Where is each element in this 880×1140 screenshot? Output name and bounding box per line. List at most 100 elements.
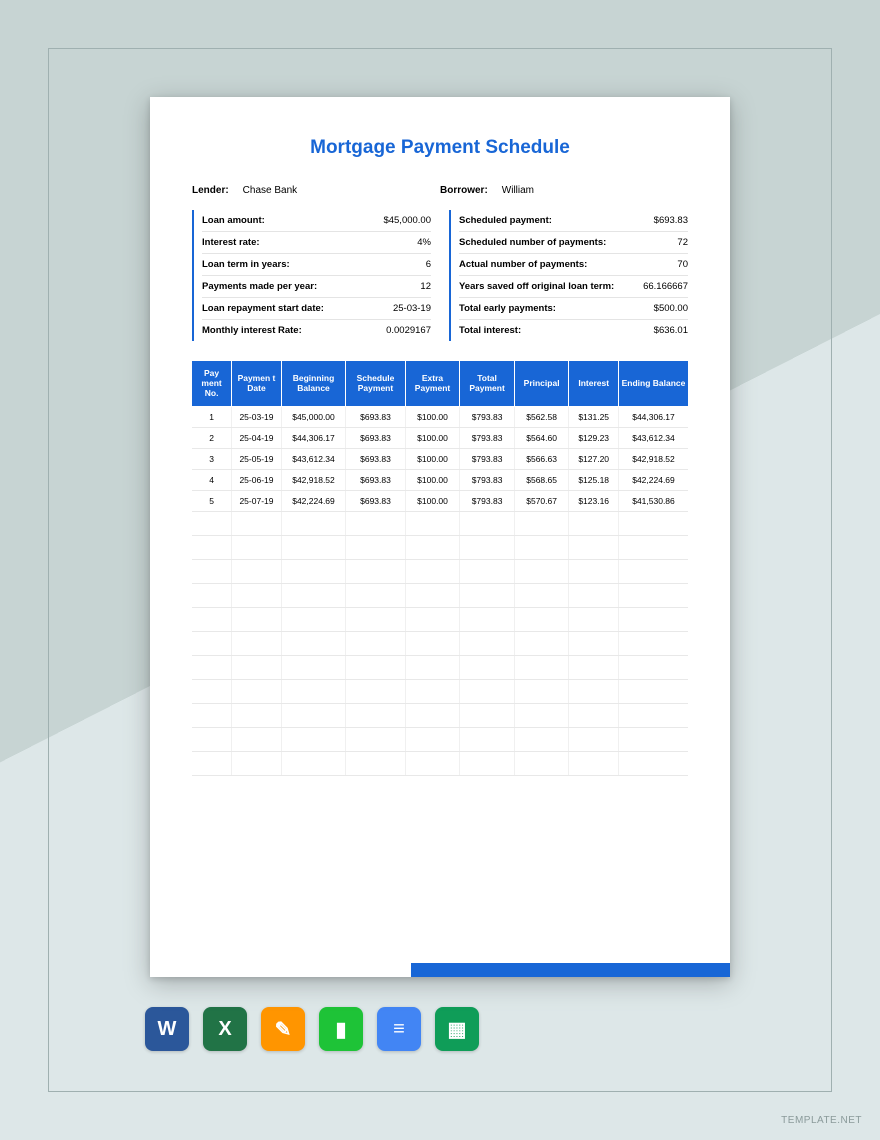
table-cell — [460, 583, 515, 607]
table-cell — [346, 655, 406, 679]
table-cell — [618, 511, 688, 535]
table-cell — [618, 679, 688, 703]
table-cell — [569, 679, 619, 703]
table-cell: 25-03-19 — [232, 406, 282, 427]
table-cell — [281, 535, 345, 559]
table-row: 125-03-19$45,000.00$693.83$100.00$793.83… — [192, 406, 688, 427]
table-cell — [514, 511, 569, 535]
page-title: Mortgage Payment Schedule — [192, 137, 688, 159]
summary-label: Interest rate: — [202, 237, 260, 248]
summary-label: Actual number of payments: — [459, 259, 587, 270]
table-cell — [232, 535, 282, 559]
table-cell — [281, 559, 345, 583]
table-cell: $570.67 — [514, 490, 569, 511]
table-cell — [232, 607, 282, 631]
table-cell: $693.83 — [346, 406, 406, 427]
table-cell — [192, 727, 232, 751]
table-cell: $693.83 — [346, 427, 406, 448]
table-cell — [618, 703, 688, 727]
word-icon[interactable]: W — [145, 1007, 189, 1051]
table-cell — [232, 751, 282, 775]
summary-row: Loan term in years:6 — [202, 254, 431, 276]
table-cell: 25-06-19 — [232, 469, 282, 490]
table-cell — [232, 727, 282, 751]
table-cell — [192, 679, 232, 703]
table-cell — [281, 631, 345, 655]
table-cell — [618, 655, 688, 679]
schedule-table: Pay ment No.Paymen t DateBeginning Balan… — [192, 361, 688, 776]
table-cell — [460, 535, 515, 559]
table-cell — [405, 727, 460, 751]
summary-value: $500.00 — [654, 303, 688, 314]
summary-label: Monthly interest Rate: — [202, 325, 302, 336]
table-cell — [405, 751, 460, 775]
table-cell — [232, 655, 282, 679]
table-cell — [405, 679, 460, 703]
table-cell — [232, 559, 282, 583]
table-cell: 1 — [192, 406, 232, 427]
table-cell — [405, 583, 460, 607]
table-cell — [569, 655, 619, 679]
table-column-header: Interest — [569, 361, 619, 406]
summary-row: Years saved off original loan term:66.16… — [459, 276, 688, 298]
summary-value: 6 — [426, 259, 431, 270]
summary-section: Loan amount:$45,000.00Interest rate:4%Lo… — [192, 210, 688, 341]
table-cell — [346, 679, 406, 703]
summary-right-column: Scheduled payment:$693.83Scheduled numbe… — [449, 210, 688, 341]
table-cell — [281, 607, 345, 631]
table-cell — [346, 751, 406, 775]
numbers-icon[interactable]: ▮ — [319, 1007, 363, 1051]
table-cell — [569, 727, 619, 751]
table-cell — [460, 631, 515, 655]
gsheets-icon[interactable]: ▦ — [435, 1007, 479, 1051]
borrower-block: Borrower: William — [440, 185, 688, 196]
table-column-header: Extra Payment — [405, 361, 460, 406]
summary-row: Total early payments:$500.00 — [459, 298, 688, 320]
table-cell — [346, 607, 406, 631]
table-cell — [460, 751, 515, 775]
table-cell: $127.20 — [569, 448, 619, 469]
table-cell — [460, 511, 515, 535]
table-cell: $125.18 — [569, 469, 619, 490]
gdocs-icon[interactable]: ≡ — [377, 1007, 421, 1051]
table-cell — [192, 583, 232, 607]
table-cell: $793.83 — [460, 427, 515, 448]
table-cell — [232, 511, 282, 535]
table-cell — [192, 631, 232, 655]
table-cell — [569, 631, 619, 655]
parties-row: Lender: Chase Bank Borrower: William — [192, 185, 688, 196]
table-cell: $123.16 — [569, 490, 619, 511]
table-column-header: Total Payment — [460, 361, 515, 406]
table-cell — [346, 535, 406, 559]
table-cell — [618, 607, 688, 631]
table-cell — [569, 751, 619, 775]
summary-row: Scheduled number of payments:72 — [459, 232, 688, 254]
lender-label: Lender: — [192, 185, 229, 196]
summary-row: Payments made per year:12 — [202, 276, 431, 298]
table-row — [192, 607, 688, 631]
summary-value: 0.0029167 — [386, 325, 431, 336]
table-cell — [618, 631, 688, 655]
table-cell — [405, 703, 460, 727]
table-row — [192, 583, 688, 607]
summary-label: Loan repayment start date: — [202, 303, 324, 314]
table-cell — [281, 511, 345, 535]
table-cell — [405, 535, 460, 559]
table-cell: $100.00 — [405, 448, 460, 469]
pages-icon[interactable]: ✎ — [261, 1007, 305, 1051]
table-row: 525-07-19$42,224.69$693.83$100.00$793.83… — [192, 490, 688, 511]
table-cell: $100.00 — [405, 469, 460, 490]
table-cell — [569, 583, 619, 607]
excel-icon[interactable]: X — [203, 1007, 247, 1051]
summary-label: Scheduled payment: — [459, 215, 552, 226]
summary-left-column: Loan amount:$45,000.00Interest rate:4%Lo… — [192, 210, 431, 341]
table-column-header: Schedule Payment — [346, 361, 406, 406]
table-cell — [514, 655, 569, 679]
table-cell — [569, 703, 619, 727]
table-cell: $131.25 — [569, 406, 619, 427]
table-cell — [514, 703, 569, 727]
table-cell: $44,306.17 — [281, 427, 345, 448]
table-cell: $793.83 — [460, 469, 515, 490]
table-cell — [192, 559, 232, 583]
table-cell: $45,000.00 — [281, 406, 345, 427]
